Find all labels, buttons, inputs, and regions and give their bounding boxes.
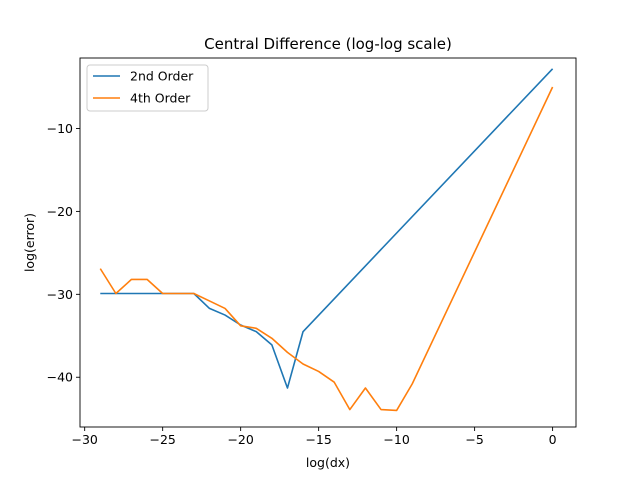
x-tick-label: −10	[383, 432, 409, 447]
x-tick-label: −25	[149, 432, 175, 447]
x-tick-label: −30	[71, 432, 97, 447]
y-tick-label: −10	[47, 121, 73, 136]
y-axis-ticks: −10 −20 −30 −40	[47, 121, 80, 385]
legend-label: 4th Order	[130, 91, 191, 106]
x-axis-ticks: −30 −25 −20 −15 −10 −5 0	[71, 427, 557, 447]
y-tick-label: −40	[47, 370, 73, 385]
y-axis-title: log(error)	[22, 213, 37, 272]
series-layer	[99, 68, 554, 412]
plot-frame	[79, 57, 577, 428]
series-line-2	[99, 86, 554, 412]
x-tick-label: 0	[549, 432, 557, 447]
x-tick-label: −15	[305, 432, 331, 447]
x-axis-title: log(dx)	[306, 455, 350, 470]
chart-title: Central Difference (log-log scale)	[204, 35, 452, 53]
x-tick-label: −20	[227, 432, 253, 447]
x-tick-label: −5	[465, 432, 483, 447]
y-tick-label: −30	[47, 287, 73, 302]
series-line-1	[100, 68, 554, 389]
y-tick-label: −20	[47, 204, 73, 219]
legend: 2nd Order 4th Order	[86, 64, 209, 112]
legend-label: 2nd Order	[130, 69, 194, 84]
